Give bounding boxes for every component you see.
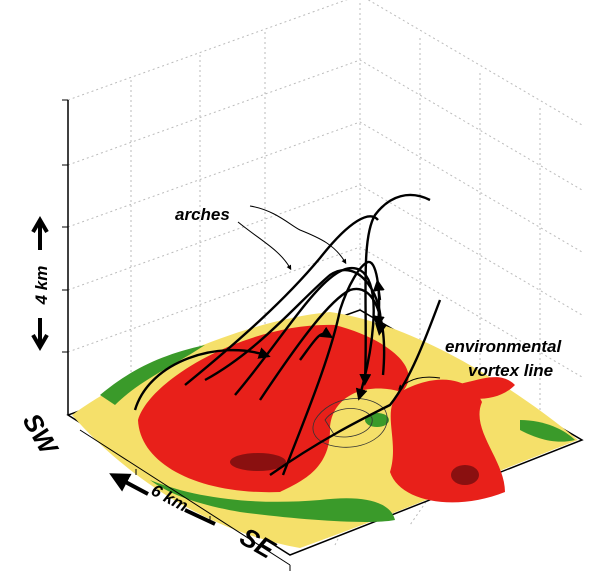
height-label: 4 km xyxy=(32,266,51,306)
figure: arches environmental vortex line 4 km 6 … xyxy=(0,0,593,574)
corner-label: SW xyxy=(17,408,65,461)
vortex-label: vortex line xyxy=(468,361,553,380)
height-scale: 4 km xyxy=(32,220,51,347)
vortex-label: environmental xyxy=(445,337,562,356)
arches-label: arches xyxy=(175,205,230,224)
page: arches environmental vortex line 4 km 6 … xyxy=(0,0,593,574)
